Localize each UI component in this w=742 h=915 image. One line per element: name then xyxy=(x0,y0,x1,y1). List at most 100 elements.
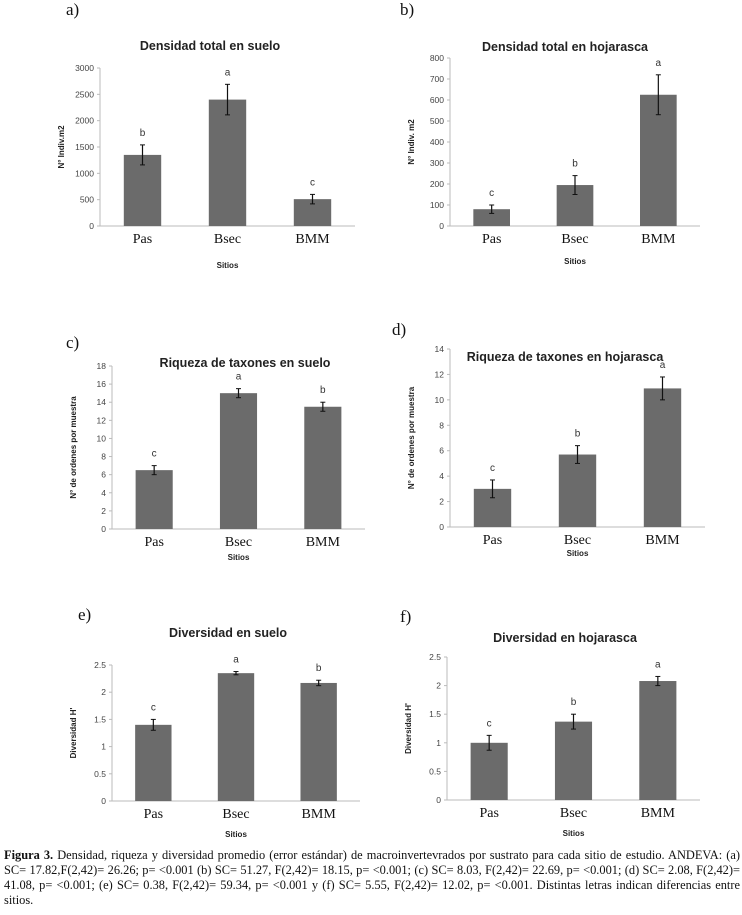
x-axis-label: Sitios xyxy=(564,257,586,266)
y-axis-label: N° Indiv. m2 xyxy=(407,119,416,165)
y-tick-label: 0 xyxy=(439,221,444,231)
figure-caption: Figura 3. Densidad, riqueza y diversidad… xyxy=(4,848,740,908)
chart-title: Densidad total en suelo xyxy=(140,39,281,53)
x-tick-label: BMM xyxy=(641,232,676,247)
x-tick-label: Pas xyxy=(133,232,152,247)
chart-title: Densidad total en hojarasca xyxy=(482,40,649,54)
y-tick-label: 10 xyxy=(435,395,445,405)
x-tick-label: BMM xyxy=(641,806,676,821)
chart-title: Riqueza de taxones en hojarasca xyxy=(467,350,665,364)
y-tick-label: 1 xyxy=(436,738,441,748)
significance-letter: c xyxy=(152,449,157,460)
chart-title: Riqueza de taxones en suelo xyxy=(160,356,331,370)
x-tick-label: Bsec xyxy=(225,535,252,550)
chart-title: Diversidad en suelo xyxy=(169,626,287,640)
panel-label: e) xyxy=(78,605,92,624)
x-tick-label: Pas xyxy=(483,533,502,548)
significance-letter: a xyxy=(656,58,662,69)
y-tick-label: 500 xyxy=(430,116,444,126)
chart-title: Diversidad en hojarasca xyxy=(493,631,638,645)
x-axis-label: Sitios xyxy=(217,261,239,270)
x-axis-label: Sitios xyxy=(563,829,585,838)
y-tick-label: 2500 xyxy=(75,89,94,99)
significance-letter: b xyxy=(571,697,577,708)
x-tick-label: Pas xyxy=(482,232,501,247)
y-axis-label: N° de ordenes por muestra xyxy=(407,386,416,489)
panel-label: b) xyxy=(400,0,415,19)
y-tick-label: 0.5 xyxy=(429,766,441,776)
x-tick-label: Pas xyxy=(479,806,498,821)
significance-letter: b xyxy=(575,429,581,440)
x-tick-label: Pas xyxy=(144,807,163,822)
figure-charts: Densidad total en suelo05001000150020002… xyxy=(57,39,705,839)
y-tick-label: 100 xyxy=(430,200,444,210)
chart-panel-d: Riqueza de taxones en hojarasca 0 2 4 6 8 10 12… xyxy=(407,344,705,558)
significance-letter: a xyxy=(233,655,239,666)
y-tick-label: 500 xyxy=(80,195,94,205)
bar-bmm xyxy=(640,94,677,226)
y-tick-label: 2.5 xyxy=(429,652,441,662)
bar-bsec xyxy=(208,99,247,226)
y-tick-label: 2 xyxy=(101,687,106,697)
bar-bsec xyxy=(219,393,258,529)
panel-label: a) xyxy=(66,0,80,19)
chart-panel-f: Diversidad en hojarasca 0 0.5 1 1.5 2 2.5 Diver… xyxy=(404,631,700,838)
y-axis-label: N° Indiv.m2 xyxy=(57,125,66,169)
y-axis-label: Diversidad H' xyxy=(69,708,78,759)
y-tick-label: 800 xyxy=(430,53,444,63)
y-tick-label: 12 xyxy=(435,369,445,379)
significance-letter: b xyxy=(320,385,326,396)
bar-pas xyxy=(135,470,173,529)
bar-pas xyxy=(123,154,162,226)
panel-label: d) xyxy=(392,320,407,339)
y-tick-label: 0.5 xyxy=(94,769,106,779)
significance-letter: c xyxy=(310,177,315,188)
bar-pas xyxy=(473,209,510,226)
x-tick-label: BMM xyxy=(302,807,337,822)
bar-bmm xyxy=(643,388,682,527)
significance-letter: c xyxy=(490,463,495,474)
y-tick-label: 0 xyxy=(89,221,94,231)
y-tick-label: 8 xyxy=(101,452,106,462)
y-tick-label: 400 xyxy=(430,137,444,147)
y-tick-label: 1500 xyxy=(75,142,94,152)
y-tick-label: 8 xyxy=(439,420,444,430)
y-tick-label: 1.5 xyxy=(94,714,106,724)
bar-bsec xyxy=(558,454,597,527)
significance-letter: a xyxy=(660,360,666,371)
y-tick-label: 600 xyxy=(430,95,444,105)
chart-panel-c: Riqueza de taxones en suelo 0 2 4 6 8 10 12 14 16… xyxy=(69,356,365,562)
y-tick-label: 0 xyxy=(101,524,106,534)
x-tick-label: Bsec xyxy=(214,232,241,247)
panel-label: c) xyxy=(66,333,80,352)
x-tick-label: BMM xyxy=(645,533,680,548)
y-axis-label: N° de ordenes por muestra xyxy=(69,396,78,499)
x-tick-label: Bsec xyxy=(560,806,587,821)
y-tick-label: 18 xyxy=(97,361,107,371)
significance-letter: b xyxy=(316,663,322,674)
significance-letter: c xyxy=(487,718,492,729)
bar-bmm xyxy=(304,406,342,529)
y-tick-label: 2000 xyxy=(75,116,94,126)
y-tick-label: 2.5 xyxy=(94,660,106,670)
y-tick-label: 1 xyxy=(101,742,106,752)
y-tick-label: 6 xyxy=(101,470,106,480)
significance-letter: a xyxy=(225,67,231,78)
y-tick-label: 0 xyxy=(436,795,441,805)
bar-pas xyxy=(135,724,172,801)
y-tick-label: 700 xyxy=(430,74,444,84)
y-tick-label: 2 xyxy=(439,497,444,507)
x-tick-label: BMM xyxy=(295,232,330,247)
y-tick-label: 10 xyxy=(97,433,107,443)
y-tick-label: 0 xyxy=(439,522,444,532)
chart-panel-a: Densidad total en suelo 0 500 1000 1500 2000 2… xyxy=(57,39,355,270)
y-tick-label: 1000 xyxy=(75,168,94,178)
y-tick-label: 14 xyxy=(435,344,445,354)
y-tick-label: 0 xyxy=(101,796,106,806)
y-tick-label: 12 xyxy=(97,415,107,425)
caption-label: Figura 3. xyxy=(4,848,54,862)
y-tick-label: 3000 xyxy=(75,63,94,73)
x-axis-label: Sitios xyxy=(225,830,247,839)
significance-letter: a xyxy=(236,372,242,383)
chart-panel-e: Diversidad en suelo 0 0.5 1 1.5 2 2.5 Diversida… xyxy=(69,626,360,839)
